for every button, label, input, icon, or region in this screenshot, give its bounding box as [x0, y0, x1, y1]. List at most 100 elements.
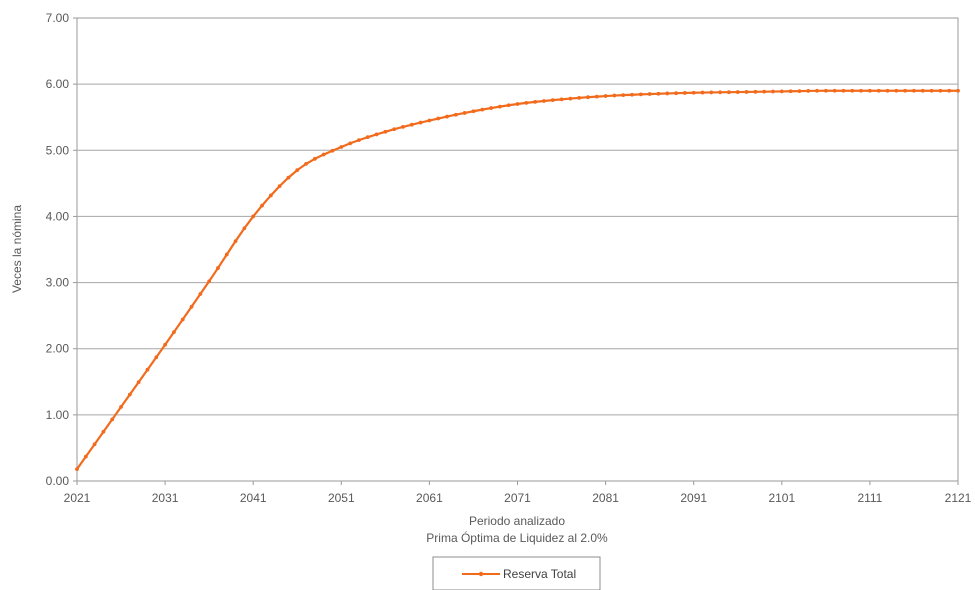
x-tick-label-7: 2091	[680, 491, 707, 505]
data-point-0-26	[304, 161, 308, 166]
data-point-0-99	[947, 88, 952, 93]
data-point-0-6	[127, 392, 132, 397]
data-point-0-93	[894, 88, 899, 93]
data-point-0-62	[621, 93, 626, 98]
data-point-0-40	[427, 118, 432, 123]
data-point-0-13	[189, 304, 194, 309]
data-point-0-68	[674, 91, 678, 96]
x-tick-label-0: 2021	[64, 491, 91, 505]
data-point-0-78	[762, 89, 767, 94]
data-point-0-60	[603, 94, 608, 98]
data-point-0-37	[401, 124, 405, 129]
x-tick-label-5: 2071	[504, 491, 531, 505]
data-point-0-73	[718, 90, 723, 95]
x-tick-label-6: 2081	[592, 491, 619, 505]
data-point-0-27	[312, 156, 317, 161]
data-point-0-79	[771, 89, 775, 94]
x-tick-label-10: 2121	[945, 491, 972, 505]
data-point-0-81	[788, 89, 793, 94]
data-point-0-95	[912, 88, 916, 93]
y-tick-label-3: 3.00	[46, 276, 70, 290]
data-point-0-84	[815, 88, 819, 93]
y-axis-title: Veces la nómina	[10, 205, 24, 293]
data-point-0-56	[568, 96, 573, 101]
plot-area	[76, 17, 959, 482]
data-point-0-85	[823, 88, 828, 93]
data-point-0-54	[550, 98, 555, 103]
data-point-0-45	[471, 109, 476, 114]
data-point-0-46	[480, 107, 485, 112]
data-point-0-23	[277, 184, 282, 188]
data-point-0-3	[101, 429, 106, 434]
data-point-0-15	[207, 279, 212, 284]
data-point-0-69	[682, 91, 687, 95]
data-point-0-71	[700, 90, 705, 95]
data-point-0-11	[172, 330, 176, 335]
data-point-0-52	[533, 99, 538, 104]
data-point-0-17	[224, 252, 229, 257]
data-point-0-41	[436, 116, 441, 121]
data-point-0-35	[383, 129, 388, 134]
x-tick-label-9: 2111	[857, 491, 882, 505]
data-point-0-7	[136, 380, 141, 385]
data-point-0-83	[806, 89, 811, 93]
data-point-0-87	[841, 88, 846, 93]
data-point-0-57	[577, 95, 582, 100]
legend-marker	[478, 571, 484, 577]
data-point-0-34	[374, 132, 379, 137]
data-point-0-49	[506, 103, 511, 108]
data-point-0-55	[559, 97, 564, 102]
data-point-0-96	[920, 88, 925, 93]
data-point-0-66	[656, 91, 661, 96]
legend-label-reserva-total: Reserva Total	[503, 567, 576, 581]
data-point-0-80	[779, 89, 784, 94]
data-point-0-50	[515, 102, 520, 106]
data-point-0-63	[630, 92, 634, 97]
x-tick-label-1: 2031	[152, 491, 179, 505]
data-point-0-44	[462, 111, 467, 115]
y-tick-label-7: 7.00	[46, 11, 70, 25]
data-point-0-48	[497, 104, 502, 109]
legend-box	[432, 556, 601, 590]
data-point-0-36	[392, 127, 397, 132]
gridlines	[73, 17, 959, 485]
data-point-0-47	[489, 106, 493, 110]
data-point-0-33	[365, 135, 370, 140]
data-point-0-72	[709, 90, 714, 95]
data-point-0-64	[638, 92, 643, 97]
x-tick-label-2: 2041	[240, 491, 267, 505]
data-point-0-9	[154, 355, 159, 360]
data-point-0-31	[348, 141, 353, 146]
data-point-0-0	[75, 467, 79, 471]
x-axis-title: Periodo analizado	[469, 514, 565, 528]
data-point-0-25	[295, 168, 300, 173]
data-point-0-61	[612, 93, 617, 98]
x-tick-label-3: 2051	[328, 491, 355, 505]
data-point-0-39	[418, 120, 423, 125]
y-tick-label-6: 6.00	[46, 77, 70, 91]
series-layer	[75, 88, 960, 471]
y-tick-labels: 0.00 1.00 2.00 3.00 4.00 5.00 6.00 7.00	[46, 11, 70, 488]
data-point-0-74	[727, 90, 731, 95]
data-point-0-29	[330, 148, 335, 153]
data-point-0-30	[339, 145, 344, 149]
data-point-0-18	[233, 239, 238, 243]
y-tick-label-0: 0.00	[46, 474, 70, 488]
data-point-0-88	[850, 88, 855, 93]
legend: Reserva Total	[432, 556, 601, 590]
y-tick-label-4: 4.00	[46, 209, 70, 223]
data-point-0-8	[145, 367, 150, 372]
data-point-0-4	[110, 417, 115, 422]
data-point-0-20	[251, 214, 256, 219]
data-point-0-16	[216, 266, 220, 270]
x-tick-label-8: 2101	[768, 491, 795, 505]
data-point-0-86	[832, 88, 837, 93]
data-point-0-75	[735, 90, 740, 94]
data-point-0-90	[868, 88, 872, 93]
data-point-0-12	[180, 317, 185, 322]
data-point-0-28	[321, 152, 326, 157]
data-point-0-89	[859, 88, 863, 93]
data-point-0-14	[198, 292, 203, 296]
chart-subtitle: Prima Óptima de Liquidez al 2.0%	[426, 530, 608, 545]
